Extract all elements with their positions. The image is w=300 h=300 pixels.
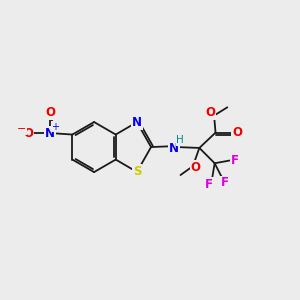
Text: F: F — [205, 178, 213, 191]
Text: S: S — [133, 165, 141, 178]
Text: F: F — [231, 154, 239, 167]
Text: O: O — [232, 126, 242, 139]
Text: N: N — [132, 116, 142, 129]
Text: O: O — [191, 161, 201, 174]
Text: O: O — [23, 127, 33, 140]
Text: F: F — [221, 176, 229, 190]
Text: N: N — [169, 142, 179, 155]
Text: H: H — [176, 135, 184, 145]
Text: +: + — [51, 122, 59, 132]
Text: −: − — [17, 124, 26, 134]
Text: N: N — [45, 127, 55, 140]
Text: O: O — [45, 106, 55, 119]
Text: O: O — [206, 106, 215, 119]
